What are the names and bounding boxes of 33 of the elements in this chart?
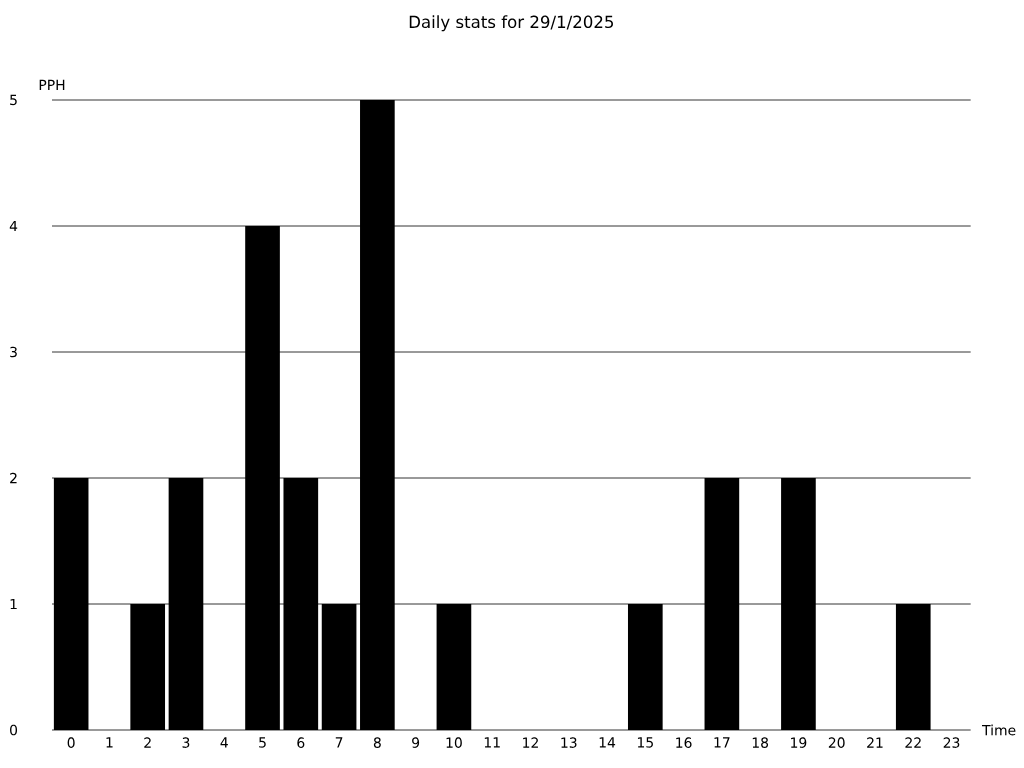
x-tick-label: 1: [106, 737, 113, 748]
x-tick-label: 3: [182, 737, 190, 748]
x-tick-label: 22: [905, 737, 921, 748]
x-tick-label: 7: [335, 737, 343, 748]
x-tick-label: 19: [791, 737, 807, 748]
y-tick-label: 2: [10, 472, 17, 484]
x-tick-label: 6: [297, 737, 305, 748]
x-tick-label: 5: [259, 737, 266, 748]
y-tick-label: 0: [10, 724, 18, 736]
x-tick-label: 2: [144, 737, 151, 748]
x-tick-label: 15: [637, 737, 653, 748]
x-tick-label: 8: [373, 737, 381, 748]
x-tick-label: 11: [484, 737, 500, 748]
x-tick-label: 12: [523, 737, 538, 748]
x-tick-label: 20: [828, 737, 845, 748]
x-tick-label: 13: [561, 737, 577, 748]
x-tick-label: 17: [714, 737, 730, 748]
x-tick-label: 23: [943, 737, 960, 748]
x-tick-label: 18: [752, 737, 769, 748]
x-tick-label: 16: [676, 737, 692, 748]
x-tick-label: 4: [220, 737, 228, 748]
y-tick-label: 1: [10, 598, 17, 610]
y-tick-label: 4: [9, 220, 18, 232]
x-tick-label: 0: [67, 737, 75, 748]
x-tick-label: 10: [446, 737, 462, 748]
y-axis-title: PPH: [39, 79, 65, 90]
x-tick-label: 9: [412, 737, 420, 748]
chart-title: Daily stats for 29/1/2025: [409, 15, 614, 32]
x-axis-title: Time: [981, 724, 1016, 736]
x-tick-label: 14: [599, 737, 616, 748]
y-tick-label: 3: [10, 346, 17, 358]
y-tick-label: 5: [10, 94, 17, 106]
x-tick-label: 21: [867, 737, 883, 748]
